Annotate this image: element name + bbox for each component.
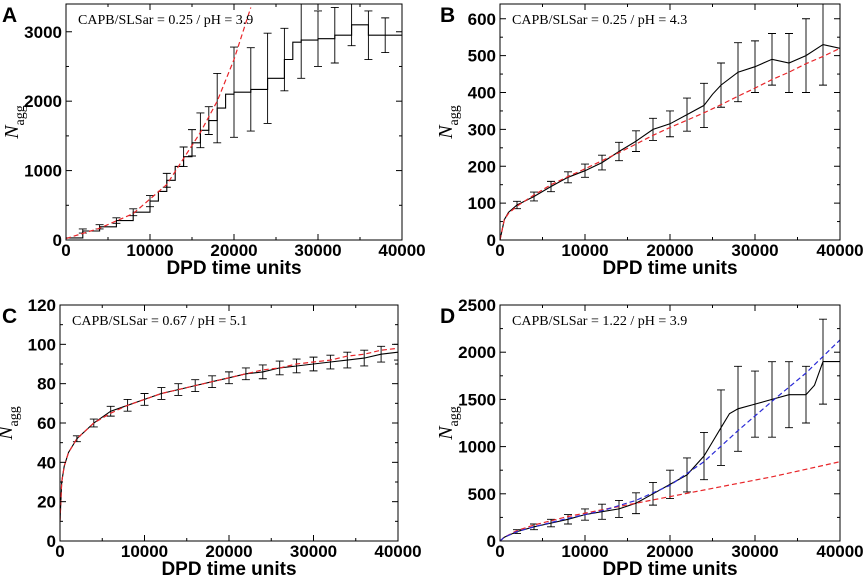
y-tick-label: 100 (468, 194, 496, 213)
x-tick-label: 20000 (646, 542, 693, 561)
series-line-fit-linear (500, 461, 840, 541)
x-axis-label: DPD time units (161, 559, 296, 575)
plot-area (66, 4, 402, 240)
panel-label: D (440, 305, 455, 328)
y-tick-label: 300 (468, 120, 496, 139)
x-tick-label: 40000 (374, 542, 421, 561)
y-axis-label: Nagg (1, 105, 28, 140)
panel-label: A (2, 4, 17, 27)
y-axis-label-main: N (435, 124, 457, 140)
x-tick-label: 0 (55, 542, 64, 561)
x-tick-label: 10000 (561, 542, 608, 561)
x-tick-label: 40000 (816, 241, 863, 260)
x-tick-label: 20000 (205, 542, 252, 561)
y-axis-label-main: N (0, 425, 17, 441)
annotation-text: CAPB/SLSar = 1.22 / pH = 3.9 (512, 314, 687, 329)
x-tick-label: 40000 (816, 542, 863, 561)
x-tick-label: 30000 (731, 241, 778, 260)
x-tick-label: 40000 (378, 241, 425, 260)
series-line-simulation (500, 361, 840, 541)
x-tick-label: 30000 (294, 241, 341, 260)
y-tick-label: 3000 (24, 23, 62, 42)
y-tick-label: 100 (28, 335, 56, 354)
y-axis-label-sub: agg (447, 406, 462, 426)
panel-c: 0 10000 20000 30000 40000 0 20 40 60 80 100 120 DPD … (0, 296, 422, 575)
panel-d: 0 10000 20000 30000 40000 0 500 1000 1500 2000 250… (435, 296, 864, 575)
panel-label: B (440, 4, 455, 27)
x-axis-label: DPD time units (166, 258, 301, 279)
y-tick-label: 1000 (458, 438, 496, 457)
y-tick-label: 0 (487, 231, 496, 250)
plot-area (500, 4, 840, 240)
x-tick-label: 10000 (561, 241, 608, 260)
y-tick-label: 2000 (458, 343, 496, 362)
series-line-simulation (500, 44, 840, 240)
x-tick-label: 0 (495, 542, 504, 561)
y-tick-label: 40 (37, 453, 56, 472)
x-tick-label: 20000 (646, 241, 693, 260)
x-axis-label: DPD time units (602, 559, 737, 575)
y-tick-label: 2000 (24, 92, 62, 111)
series-line-fit (60, 347, 398, 522)
y-axis-label: Nagg (435, 406, 462, 441)
y-tick-label: 120 (28, 296, 56, 315)
y-tick-label: 60 (37, 414, 56, 433)
y-tick-label: 80 (37, 375, 56, 394)
x-axis-label: DPD time units (602, 258, 737, 279)
y-axis-label: Nagg (435, 105, 462, 140)
y-tick-label: 0 (487, 532, 496, 551)
annotation-text: CAPB/SLSar = 0.25 / pH = 4.3 (512, 13, 687, 28)
plot-area (60, 343, 398, 522)
series-line-fit-growth (500, 339, 840, 541)
x-tick-label: 10000 (126, 241, 173, 260)
annotation-text: CAPB/SLSar = 0.67 / pH = 5.1 (72, 314, 247, 329)
y-axis-label-sub: agg (7, 406, 22, 426)
panel-b: 0 10000 20000 30000 40000 0 100 200 300 400 500 600… (435, 3, 864, 279)
annotation-text: CAPB/SLSar = 0.25 / pH = 3.9 (78, 13, 253, 28)
y-tick-label: 2500 (458, 296, 496, 315)
x-tick-label: 0 (495, 241, 504, 260)
series-line-simulation (66, 24, 402, 239)
y-axis-label-sub: agg (447, 105, 462, 125)
plot-frame (59, 304, 399, 542)
y-tick-label: 1000 (24, 162, 62, 181)
y-tick-label: 0 (47, 532, 56, 551)
y-tick-label: 600 (468, 10, 496, 29)
x-tick-label: 30000 (731, 542, 778, 561)
y-axis-label-sub: agg (13, 105, 28, 125)
y-axis-label-main: N (1, 124, 23, 140)
series-line-fit (66, 7, 252, 240)
panel-a: 0 10000 20000 30000 40000 0 1000 2000 3000 DPD ti… (1, 3, 426, 279)
y-tick-label: 500 (468, 485, 496, 504)
y-tick-label: 400 (468, 84, 496, 103)
y-tick-label: 500 (468, 47, 496, 66)
series-line-fit (500, 47, 840, 240)
panel-label: C (2, 305, 17, 328)
plot-area (500, 318, 840, 541)
x-tick-label: 0 (61, 241, 70, 260)
y-tick-label: 0 (53, 231, 62, 250)
x-tick-label: 10000 (121, 542, 168, 561)
y-axis-label: Nagg (0, 406, 22, 441)
y-tick-label: 1500 (458, 390, 496, 409)
y-tick-label: 200 (468, 157, 496, 176)
y-tick-label: 20 (37, 493, 56, 512)
y-axis-label-main: N (435, 425, 457, 441)
x-tick-label: 20000 (210, 241, 257, 260)
x-tick-label: 30000 (290, 542, 337, 561)
